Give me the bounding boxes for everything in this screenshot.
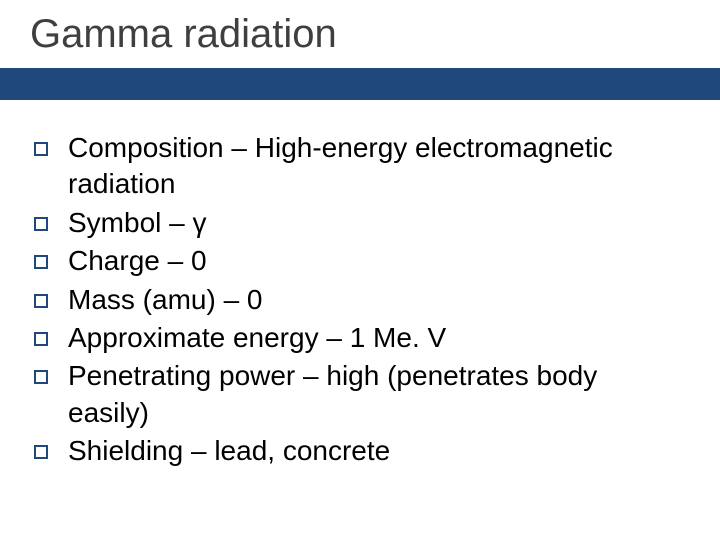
slide-title: Gamma radiation (30, 12, 337, 57)
title-underline-bar (0, 68, 720, 100)
square-bullet-icon (34, 445, 48, 459)
list-item: Mass (amu) – 0 (34, 282, 680, 318)
bullet-text: Shielding – lead, concrete (68, 433, 390, 469)
bullet-text: Approximate energy – 1 Me. V (68, 320, 446, 356)
square-bullet-icon (34, 142, 48, 156)
bullet-text: Symbol – γ (68, 205, 207, 241)
list-item: Penetrating power – high (penetrates bod… (34, 358, 680, 431)
bullet-text: Mass (amu) – 0 (68, 282, 263, 318)
square-bullet-icon (34, 332, 48, 346)
bullet-text: Composition – High-energy electromagneti… (68, 130, 680, 203)
square-bullet-icon (34, 217, 48, 231)
bullet-text: Charge – 0 (68, 243, 207, 279)
square-bullet-icon (34, 255, 48, 269)
list-item: Composition – High-energy electromagneti… (34, 130, 680, 203)
list-item: Approximate energy – 1 Me. V (34, 320, 680, 356)
slide: Gamma radiation Composition – High-energ… (0, 0, 720, 540)
square-bullet-icon (34, 294, 48, 308)
list-item: Charge – 0 (34, 243, 680, 279)
square-bullet-icon (34, 370, 48, 384)
list-item: Symbol – γ (34, 205, 680, 241)
bullet-list: Composition – High-energy electromagneti… (34, 130, 680, 472)
bullet-text: Penetrating power – high (penetrates bod… (68, 358, 680, 431)
list-item: Shielding – lead, concrete (34, 433, 680, 469)
